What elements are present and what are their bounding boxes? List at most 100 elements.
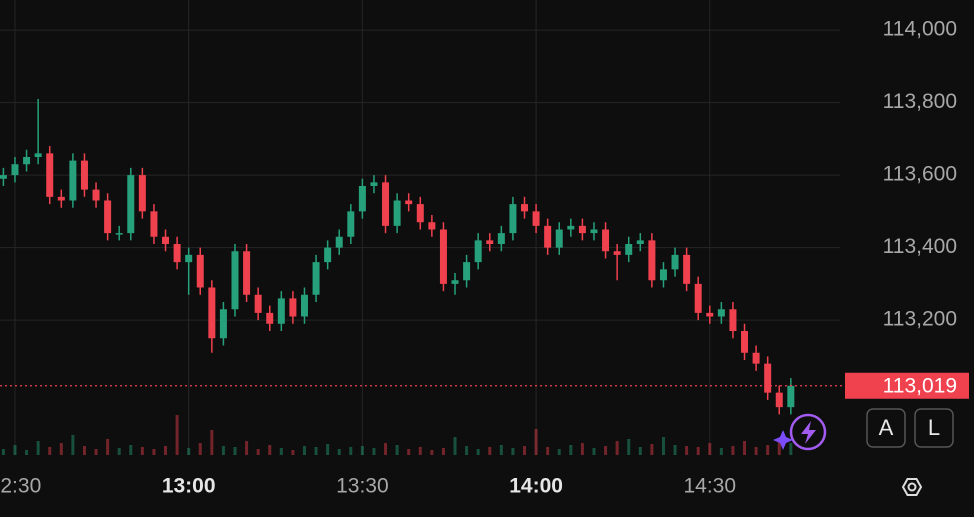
volume-bar — [372, 448, 376, 455]
candle-body — [544, 225, 552, 248]
candle-body — [775, 392, 783, 408]
candle-body — [590, 229, 598, 234]
button-a[interactable]: A — [866, 408, 906, 448]
volume-bar — [766, 445, 770, 455]
volume-bar — [673, 445, 677, 455]
volume-bar — [615, 441, 619, 455]
candle-body — [289, 298, 297, 317]
volume-bar — [187, 448, 191, 455]
candle-body — [555, 229, 563, 248]
candle-body — [150, 211, 158, 237]
candle-body — [173, 243, 181, 263]
volume-bar — [349, 447, 353, 455]
candle-body — [69, 160, 77, 201]
candle-body — [416, 204, 424, 223]
x-tick-label: 13:00 — [162, 475, 216, 498]
candle-body — [46, 153, 54, 197]
candle-body — [92, 189, 100, 201]
candle-body — [196, 254, 204, 288]
volume-bar — [337, 449, 341, 455]
axes: 113,200 113,400 113,600 113,800 114,000 12:30… — [0, 18, 969, 498]
candle-body — [428, 222, 436, 230]
candle-body — [254, 294, 262, 313]
candle-body — [683, 254, 691, 284]
candle-body — [382, 182, 390, 226]
candle-body — [486, 240, 494, 244]
candle-body — [34, 153, 42, 157]
volume-bar — [384, 443, 388, 455]
last-price-label: 113,019 — [883, 374, 957, 397]
candle-body — [439, 229, 447, 284]
y-tick-label: 114,000 — [883, 18, 957, 41]
candle-body — [80, 160, 88, 190]
button-l[interactable]: L — [914, 408, 954, 448]
candle-body — [370, 182, 378, 186]
candle-body — [741, 331, 749, 353]
volume-bar — [407, 449, 411, 455]
candle-body — [115, 233, 123, 235]
candle-body — [463, 262, 471, 281]
candle-body — [358, 185, 366, 212]
volume-bar — [430, 450, 434, 455]
volume-bar — [94, 449, 98, 455]
volume-bar — [82, 446, 86, 455]
candle-body — [625, 243, 633, 255]
candle-body — [300, 294, 308, 317]
volume-bar — [302, 446, 306, 455]
volume-bar — [731, 446, 735, 455]
volume-bar — [708, 443, 712, 455]
volume-bar — [198, 443, 202, 455]
candle-body — [787, 385, 795, 408]
candle-body — [405, 200, 413, 205]
y-tick-label: 113,600 — [883, 163, 957, 186]
volume-bar — [279, 448, 283, 455]
x-tick-label: 12:30 — [0, 475, 41, 498]
candle-body — [532, 211, 540, 226]
volume-bar — [25, 450, 29, 455]
volume-bar — [685, 446, 689, 455]
settings-icon[interactable] — [901, 478, 923, 496]
candle-body — [266, 312, 274, 324]
button-label: L — [928, 415, 940, 440]
volume-bar — [627, 439, 631, 455]
candles — [0, 98, 795, 415]
candle-body — [578, 225, 586, 234]
volume-bar — [245, 441, 249, 455]
volume-bar — [592, 448, 596, 455]
volume-bar — [71, 435, 75, 455]
volume-bar — [36, 441, 40, 455]
volume-bar — [638, 447, 642, 455]
volume-bar — [789, 443, 793, 455]
volume-bar — [152, 449, 156, 455]
volume-bar — [476, 449, 480, 455]
x-tick-label: 14:00 — [509, 475, 563, 498]
volume-bar — [557, 449, 561, 455]
candle-body — [11, 164, 19, 176]
candle-body — [671, 254, 679, 270]
candle-body — [0, 175, 7, 179]
volume-bar — [696, 447, 700, 455]
x-tick-label: 13:30 — [336, 475, 389, 498]
candle-body — [208, 287, 216, 339]
volume-bar — [661, 437, 665, 455]
volume-bar — [453, 437, 457, 455]
volume-bar — [233, 447, 237, 455]
candle-body — [694, 283, 702, 313]
volume-bar — [743, 441, 747, 455]
volume-bar — [256, 449, 260, 455]
volume-bar — [140, 447, 144, 455]
volume-bar — [314, 447, 318, 455]
volume-bar — [360, 446, 364, 455]
x-tick-label: 14:30 — [683, 475, 736, 498]
volume-bar — [465, 446, 469, 455]
candle-body — [648, 240, 656, 281]
assistant-icon[interactable] — [773, 413, 827, 451]
candle-body — [497, 233, 505, 244]
volume-bar — [650, 444, 654, 455]
volume-bar — [59, 443, 63, 455]
candle-body — [509, 204, 517, 234]
candle-body — [752, 352, 760, 364]
volume-bar — [13, 445, 17, 455]
volume-bar — [441, 448, 445, 455]
y-tick-label: 113,400 — [883, 235, 957, 258]
